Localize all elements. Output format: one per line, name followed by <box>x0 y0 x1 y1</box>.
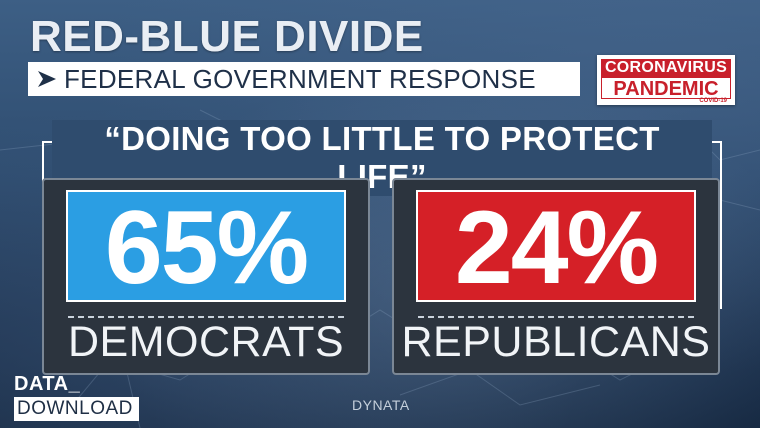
brand-line-2: DOWNLOAD <box>14 397 139 421</box>
brand-line-1: DATA_ <box>14 373 81 395</box>
subtitle: FEDERAL GOVERNMENT RESPONSE <box>64 63 536 94</box>
republicans-card: 24% REPUBLICANS <box>392 178 720 375</box>
source-label: DYNATA <box>352 397 410 413</box>
subtitle-bar: FEDERAL GOVERNMENT RESPONSE <box>28 62 580 96</box>
logo-line-3: COVID-19 <box>699 98 727 104</box>
data-download-brand: DATA_ DOWNLOAD <box>14 374 139 421</box>
republicans-percent-panel: 24% <box>416 190 696 302</box>
logo-line-2: PANDEMIC <box>601 77 731 100</box>
arrow-icon <box>38 71 56 87</box>
divider <box>68 316 344 318</box>
democrats-percent: 65% <box>104 190 309 306</box>
democrats-card: 65% DEMOCRATS <box>42 178 370 375</box>
democrats-label: DEMOCRATS <box>67 318 345 366</box>
logo-line-1: CORONAVIRUS <box>601 59 731 77</box>
republicans-percent: 24% <box>454 190 659 306</box>
democrats-percent-panel: 65% <box>66 190 346 302</box>
republicans-label: REPUBLICANS <box>401 318 711 366</box>
coronavirus-pandemic-logo: CORONAVIRUS PANDEMIC COVID-19 <box>597 55 735 105</box>
headline: RED-BLUE DIVIDE <box>30 12 424 61</box>
divider <box>418 316 694 318</box>
